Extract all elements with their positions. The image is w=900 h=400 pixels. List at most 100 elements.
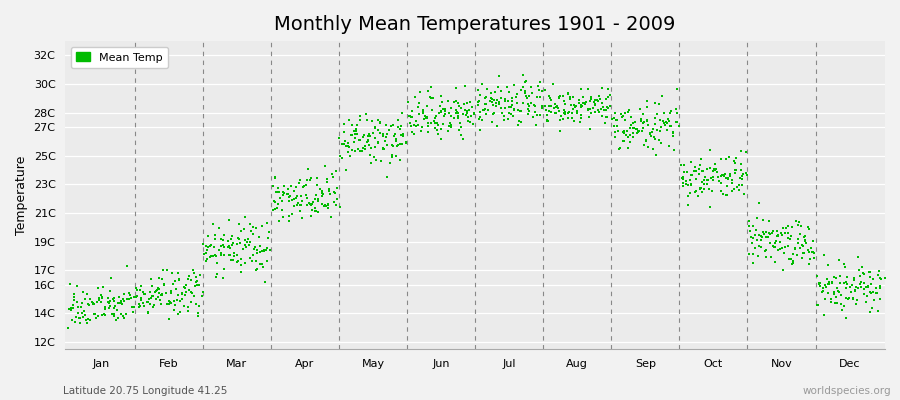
Point	[203, 242, 218, 249]
Point	[364, 144, 378, 151]
Point	[831, 288, 845, 294]
Point	[287, 203, 302, 209]
Point	[266, 183, 280, 189]
Point	[474, 81, 489, 87]
Point	[399, 140, 413, 146]
Point	[728, 167, 742, 173]
Point	[775, 245, 789, 251]
Title: Monthly Mean Temperatures 1901 - 2009: Monthly Mean Temperatures 1901 - 2009	[274, 15, 676, 34]
Point	[420, 114, 435, 121]
Point	[610, 127, 625, 134]
Point	[391, 124, 405, 130]
Point	[802, 249, 816, 255]
Point	[105, 296, 120, 302]
Point	[284, 210, 299, 217]
Point	[685, 172, 699, 178]
Point	[827, 274, 842, 281]
Point	[177, 284, 192, 291]
Point	[487, 110, 501, 116]
Point	[320, 205, 335, 211]
Point	[253, 243, 267, 250]
Point	[142, 301, 157, 308]
Point	[119, 311, 133, 317]
Point	[805, 249, 819, 255]
Point	[258, 247, 273, 253]
Point	[379, 122, 393, 129]
Point	[315, 201, 329, 208]
Point	[246, 224, 260, 230]
Point	[813, 280, 827, 286]
Point	[513, 108, 527, 114]
Point	[376, 132, 391, 139]
Point	[369, 157, 383, 164]
Point	[553, 108, 567, 114]
Point	[666, 130, 680, 136]
Point	[859, 298, 873, 305]
Point	[472, 114, 487, 120]
Point	[509, 94, 524, 100]
Point	[463, 119, 477, 126]
Point	[489, 103, 503, 110]
Point	[205, 253, 220, 259]
Point	[434, 93, 448, 100]
Point	[136, 288, 150, 295]
Point	[276, 192, 291, 198]
Point	[861, 269, 876, 276]
Point	[68, 319, 82, 325]
Point	[267, 199, 282, 205]
Point	[155, 292, 169, 298]
Point	[436, 106, 450, 112]
Point	[849, 284, 863, 290]
Point	[812, 281, 826, 287]
Point	[477, 107, 491, 114]
Point	[187, 282, 202, 289]
Point	[263, 247, 277, 254]
Point	[327, 189, 341, 196]
Point	[592, 96, 607, 102]
Point	[216, 237, 230, 243]
Point	[458, 82, 473, 89]
Point	[194, 293, 209, 299]
Point	[86, 310, 101, 317]
Point	[420, 88, 435, 94]
Point	[763, 231, 778, 237]
Point	[640, 104, 654, 110]
Point	[684, 182, 698, 188]
Point	[598, 106, 613, 113]
Point	[290, 202, 304, 208]
Point	[558, 108, 572, 115]
Point	[505, 112, 519, 119]
Point	[672, 122, 687, 129]
Point	[203, 253, 218, 259]
Point	[535, 104, 549, 111]
Point	[554, 112, 569, 119]
Point	[221, 217, 236, 224]
Point	[663, 123, 678, 129]
Point	[542, 102, 556, 109]
Point	[106, 310, 121, 317]
Point	[497, 117, 511, 123]
Point	[453, 120, 467, 127]
Point	[493, 95, 508, 102]
Point	[238, 214, 253, 220]
Point	[256, 247, 271, 254]
Point	[387, 132, 401, 139]
Point	[658, 122, 672, 128]
Point	[308, 205, 322, 211]
Point	[172, 277, 186, 283]
Point	[662, 123, 677, 129]
Point	[342, 117, 356, 123]
Point	[233, 240, 248, 247]
Point	[117, 291, 131, 297]
Point	[290, 193, 304, 200]
Point	[368, 144, 382, 150]
Point	[323, 213, 338, 220]
Point	[498, 98, 512, 104]
Point	[683, 159, 698, 165]
Point	[177, 284, 192, 290]
Point	[607, 123, 621, 129]
Point	[820, 275, 834, 282]
Point	[208, 232, 222, 238]
Point	[600, 94, 615, 100]
Point	[314, 190, 328, 196]
